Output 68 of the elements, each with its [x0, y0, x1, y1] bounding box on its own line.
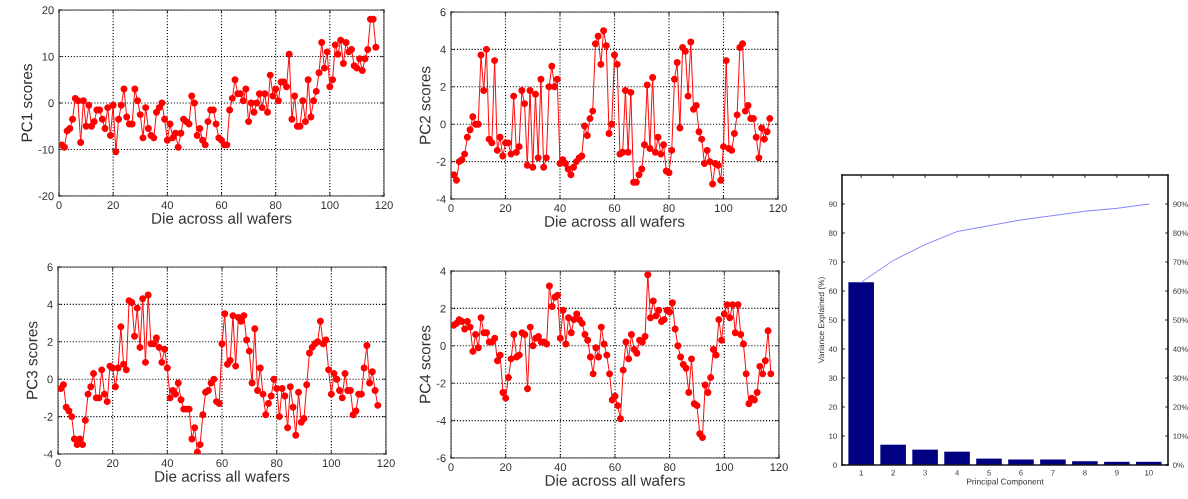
x-tick-label: 20: [107, 201, 119, 210]
y-tick-label: 2: [47, 338, 53, 346]
y-tick-label: -2: [43, 412, 53, 421]
y-tick-label: 4: [47, 300, 53, 309]
y-tick-label: -4: [436, 195, 446, 204]
x-axis-title: Die across all wafers: [152, 212, 292, 224]
x-tick-label: 120: [377, 459, 395, 468]
x-tick-label: 20: [107, 459, 119, 468]
y-tick-label: 4: [440, 45, 446, 54]
x-tick-label: 40: [161, 201, 174, 210]
x-tick-label: 120: [375, 201, 393, 210]
y-tick-label: 10: [42, 52, 54, 61]
x-tick-label: 60: [215, 201, 228, 210]
y-axis-title: PC4 scores: [419, 325, 431, 403]
y-tick-label: 20: [42, 6, 54, 15]
x-tick-label: 0: [56, 201, 62, 210]
x-tick-label: 80: [269, 201, 282, 210]
x-tick-label: 80: [663, 204, 675, 213]
x-tick-label: 40: [554, 463, 567, 472]
y-tick-label: -4: [43, 450, 53, 459]
x-tick-label: 100: [715, 204, 733, 213]
x-tick-label: 0: [448, 463, 454, 472]
x-tick-label: 40: [161, 459, 174, 468]
y-tick-label: -4: [436, 416, 446, 425]
bar: [944, 451, 970, 465]
y-tick-label: 2: [440, 83, 446, 91]
x-tick-label: 100: [715, 463, 734, 472]
y-axis-title: PC2 scores: [419, 66, 431, 144]
y-tick-label: 2: [440, 304, 446, 313]
y-tick-label: -10: [38, 145, 54, 154]
bar: [848, 282, 874, 465]
x-tick-label: 60: [608, 204, 621, 213]
x-tick-label: 120: [769, 204, 787, 213]
bar: [912, 449, 938, 465]
y-tick-label: -20: [38, 192, 54, 201]
x-tick-label: 0: [448, 204, 454, 213]
x-tick-label: 60: [609, 463, 621, 472]
bar: [1040, 459, 1066, 465]
y-tick-label: 0: [440, 342, 446, 350]
y-axis-title: Variance Explained (%): [818, 277, 826, 364]
y-tick-label: -2: [436, 157, 446, 166]
x-tick-label: 20: [499, 204, 512, 213]
x-axis-title: Die across all wafers: [545, 215, 685, 227]
x-tick-label: 40: [554, 204, 566, 213]
bar: [1008, 459, 1034, 465]
x-tick-label: 100: [322, 459, 341, 468]
y-tick-label: 6: [440, 8, 446, 17]
x-axis-title: Die acriss all wafers: [155, 470, 290, 482]
y-tick-label: 0: [47, 375, 53, 384]
x-axis-title: Principal Component: [967, 478, 1044, 487]
line-series: [860, 203, 1150, 283]
x-tick-label: 120: [770, 463, 788, 472]
x-tick-label: 60: [216, 459, 228, 468]
x-tick-label: 100: [321, 201, 339, 210]
x-tick-label: 0: [55, 459, 61, 468]
y-tick-label: -6: [436, 454, 446, 463]
x-tick-label: 80: [270, 459, 283, 468]
bar: [880, 444, 906, 465]
y-tick-label: 0: [440, 120, 446, 129]
y-tick-label: 0: [48, 99, 54, 108]
y-tick-label: 6: [47, 263, 53, 272]
y-axis-title: PC3 scores: [26, 321, 38, 399]
x-axis-title: Die across all wafers: [545, 474, 685, 486]
x-tick-label: 80: [663, 463, 676, 472]
y-tick-label: 4: [440, 267, 446, 276]
x-tick-label: 20: [500, 463, 512, 472]
y-tick-label: -2: [436, 379, 446, 388]
y-axis-title: PC1 scores: [21, 64, 33, 142]
